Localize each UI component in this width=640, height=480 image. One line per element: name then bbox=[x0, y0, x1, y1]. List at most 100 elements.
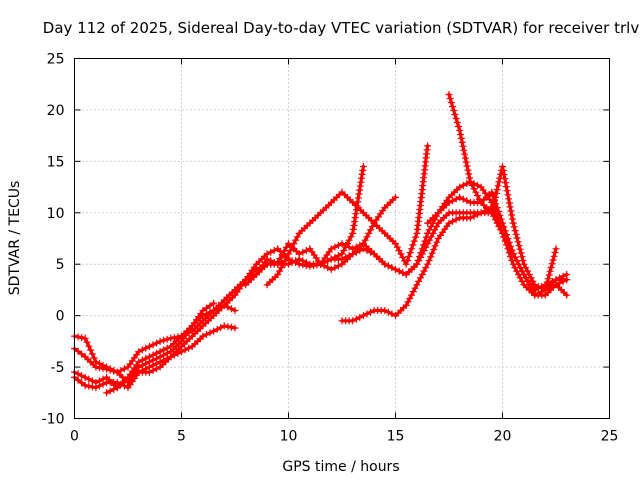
data-point bbox=[206, 329, 214, 337]
data-point bbox=[456, 183, 464, 191]
data-point bbox=[509, 219, 517, 227]
data-point bbox=[381, 260, 389, 268]
x-tick-label: 15 bbox=[387, 429, 405, 445]
data-point bbox=[83, 338, 91, 346]
data-point bbox=[270, 247, 278, 254]
data-point bbox=[503, 187, 511, 195]
data-point bbox=[534, 283, 542, 290]
data-point bbox=[85, 382, 93, 390]
data-point bbox=[388, 310, 396, 318]
data-point bbox=[427, 253, 435, 261]
data-point bbox=[334, 241, 342, 249]
data-point bbox=[203, 331, 210, 338]
data-point bbox=[495, 178, 503, 186]
data-point bbox=[292, 257, 300, 265]
data-point bbox=[491, 197, 498, 205]
data-point bbox=[295, 255, 303, 263]
data-point bbox=[110, 367, 118, 375]
data-point bbox=[406, 249, 414, 257]
data-point bbox=[458, 138, 466, 146]
data-point bbox=[142, 355, 150, 362]
data-point bbox=[299, 257, 307, 265]
data-point bbox=[549, 256, 557, 264]
data-point bbox=[359, 163, 367, 170]
data-point bbox=[276, 255, 284, 262]
data-point bbox=[217, 324, 225, 332]
data-point bbox=[461, 150, 469, 158]
data-point bbox=[96, 377, 103, 385]
data-point bbox=[81, 382, 89, 390]
data-point bbox=[160, 336, 168, 344]
data-point bbox=[457, 131, 464, 138]
data-point bbox=[511, 227, 519, 235]
data-point bbox=[206, 308, 214, 316]
data-point bbox=[149, 367, 157, 374]
data-point bbox=[474, 211, 481, 218]
data-point bbox=[392, 265, 399, 273]
data-point bbox=[408, 245, 416, 253]
data-point bbox=[153, 339, 160, 347]
data-point bbox=[462, 154, 469, 162]
data-point bbox=[542, 282, 550, 290]
y-tick-label: 0 bbox=[56, 309, 65, 325]
data-point bbox=[514, 238, 522, 246]
data-point bbox=[499, 167, 507, 174]
data-point bbox=[120, 382, 128, 390]
data-point bbox=[541, 286, 549, 294]
data-point bbox=[559, 272, 567, 280]
data-point bbox=[231, 324, 239, 332]
data-point bbox=[545, 271, 553, 279]
data-point bbox=[552, 245, 560, 253]
data-point bbox=[210, 299, 218, 307]
data-point bbox=[459, 195, 467, 203]
series-sat4 bbox=[71, 322, 239, 392]
data-point bbox=[494, 182, 502, 190]
data-point bbox=[412, 233, 420, 241]
data-point bbox=[457, 134, 465, 142]
plot-frame bbox=[74, 58, 610, 419]
data-point bbox=[103, 365, 111, 373]
data-point bbox=[488, 209, 496, 217]
data-point bbox=[227, 305, 235, 313]
data-point bbox=[342, 241, 350, 249]
data-point bbox=[99, 364, 107, 372]
data-point bbox=[85, 375, 93, 383]
data-point bbox=[185, 344, 193, 352]
data-point bbox=[267, 257, 275, 265]
data-point bbox=[280, 247, 288, 255]
data-point bbox=[513, 234, 521, 242]
data-point bbox=[525, 271, 533, 278]
data-point bbox=[174, 349, 182, 357]
data-point bbox=[224, 303, 232, 311]
data-point bbox=[550, 252, 558, 260]
data-point bbox=[490, 201, 498, 209]
data-point bbox=[302, 259, 310, 266]
data-point bbox=[399, 269, 407, 277]
y-tick-label: 10 bbox=[47, 206, 65, 222]
data-point bbox=[78, 372, 86, 380]
data-point bbox=[497, 226, 505, 233]
data-point bbox=[138, 356, 146, 364]
data-point bbox=[563, 271, 571, 278]
data-point bbox=[502, 183, 510, 191]
chart-title: Day 112 of 2025, Sidereal Day-to-day VTE… bbox=[43, 19, 640, 37]
data-point bbox=[470, 212, 478, 220]
data-point bbox=[384, 308, 392, 316]
data-point bbox=[117, 367, 125, 374]
y-tick-label: 25 bbox=[47, 52, 65, 68]
data-point bbox=[81, 373, 89, 381]
data-point bbox=[302, 247, 310, 254]
series-sat8 bbox=[263, 142, 432, 289]
data-point bbox=[345, 252, 353, 260]
data-point bbox=[472, 188, 480, 196]
data-point bbox=[547, 264, 555, 271]
data-point bbox=[203, 310, 210, 318]
data-point bbox=[331, 243, 339, 251]
data-point bbox=[551, 249, 559, 256]
data-point bbox=[433, 238, 441, 246]
data-point bbox=[349, 245, 357, 253]
data-point bbox=[418, 271, 426, 278]
data-point bbox=[445, 219, 453, 227]
data-point bbox=[278, 251, 286, 259]
data-point bbox=[463, 180, 471, 188]
